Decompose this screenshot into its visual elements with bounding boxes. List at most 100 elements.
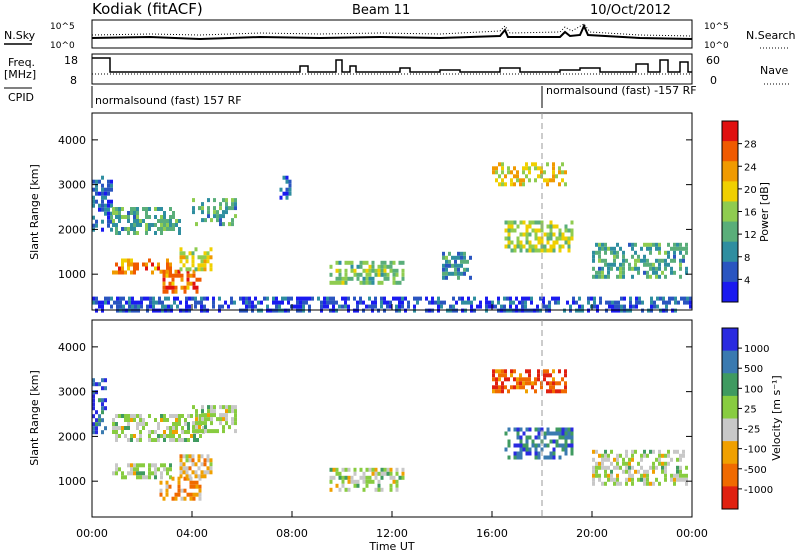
- heatmap-cell: [157, 219, 160, 223]
- colorbar-swatch: [722, 281, 738, 303]
- heatmap-cell: [593, 296, 596, 301]
- heatmap-cell: [365, 475, 369, 480]
- heatmap-cell: [169, 438, 172, 442]
- heatmap-cell: [142, 422, 145, 426]
- heatmap-cell: [163, 211, 166, 215]
- heatmap-cell: [598, 250, 601, 255]
- heatmap-cell: [179, 458, 183, 463]
- heatmap-cell: [188, 308, 191, 313]
- heatmap-cell: [341, 467, 345, 472]
- heatmap-cell: [452, 296, 455, 301]
- heatmap-cell: [154, 207, 157, 211]
- heatmap-cell: [189, 492, 193, 497]
- heatmap-cell: [601, 465, 604, 470]
- heatmap-cell: [335, 483, 339, 488]
- heatmap-cell: [670, 457, 673, 462]
- heatmap-cell: [107, 296, 110, 301]
- heatmap-cell: [225, 417, 228, 422]
- heatmap-cell: [302, 296, 305, 301]
- heatmap-cell: [101, 183, 104, 188]
- heatmap-cell: [187, 426, 190, 430]
- heatmap-cell: [558, 389, 561, 394]
- heatmap-cell: [169, 430, 172, 434]
- heatmap-cell: [288, 183, 292, 188]
- heatmap-cell: [219, 405, 222, 410]
- nave-label: Nave: [760, 64, 788, 77]
- heatmap-cell: [516, 377, 519, 382]
- x-tick-label: 12:00: [376, 527, 408, 540]
- heatmap-cell: [625, 469, 628, 474]
- heatmap-cell: [682, 254, 685, 259]
- heatmap-cell: [595, 465, 598, 470]
- heatmap-cell: [555, 224, 559, 229]
- heatmap-cell: [504, 447, 508, 452]
- heatmap-cell: [163, 215, 166, 219]
- heatmap-cell: [679, 274, 682, 279]
- heatmap-cell: [133, 270, 136, 275]
- heatmap-cell: [655, 274, 658, 279]
- heatmap-cell: [598, 274, 601, 279]
- heatmap-cell: [434, 300, 437, 305]
- heatmap-cell: [598, 258, 601, 263]
- freq-panel: [91, 53, 693, 85]
- heatmap-cell: [629, 304, 632, 309]
- x-tick-label: 04:00: [176, 527, 208, 540]
- heatmap-cell: [503, 304, 506, 309]
- heatmap-cell: [192, 210, 195, 215]
- heatmap-cell: [596, 308, 599, 313]
- heatmap-cell: [389, 487, 393, 492]
- cpid-label: CPID: [8, 91, 34, 104]
- heatmap-cell: [380, 260, 384, 265]
- heatmap-cell: [130, 438, 133, 442]
- heatmap-cell: [242, 296, 245, 301]
- heatmap-cell: [189, 476, 193, 481]
- heatmap-cell: [561, 236, 565, 241]
- heatmap-cell: [525, 248, 529, 253]
- heatmap-cell: [519, 451, 523, 456]
- heatmap-cell: [95, 300, 98, 305]
- heatmap-cell: [142, 262, 145, 267]
- heatmap-cell: [332, 304, 335, 309]
- heatmap-cell: [607, 457, 610, 462]
- heatmap-cell: [416, 300, 419, 305]
- heatmap-cell: [222, 425, 225, 430]
- heatmap-cell: [184, 422, 187, 426]
- heatmap-cell: [643, 258, 646, 263]
- heatmap-cell: [140, 300, 143, 305]
- heatmap-cell: [128, 296, 131, 301]
- heatmap-cell: [174, 269, 178, 274]
- heatmap-cell: [549, 439, 553, 444]
- heatmap-cell: [572, 300, 575, 305]
- colorbar-swatch: [722, 161, 738, 182]
- heatmap-cell: [350, 264, 354, 269]
- heatmap-cell: [595, 461, 598, 466]
- heatmap-cell: [543, 377, 546, 382]
- heatmap-cell: [581, 304, 584, 309]
- heatmap-cell: [607, 270, 610, 275]
- heatmap-cell: [209, 466, 213, 471]
- heatmap-cell: [338, 276, 342, 281]
- heatmap-cell: [460, 271, 463, 276]
- heatmap-cell: [631, 266, 634, 271]
- heatmap-cell: [192, 496, 196, 501]
- heatmap-cell: [216, 218, 219, 223]
- heatmap-cell: [395, 308, 398, 313]
- heatmap-cell: [190, 434, 193, 438]
- heatmap-cell: [646, 246, 649, 251]
- heatmap-cell: [670, 246, 673, 251]
- heatmap-cell: [245, 308, 248, 313]
- heatmap-cell: [392, 260, 396, 265]
- heatmap-cell: [564, 439, 568, 444]
- heatmap-cell: [537, 236, 541, 241]
- heatmap-cell: [509, 300, 512, 305]
- heatmap-cell: [362, 260, 366, 265]
- heatmap-cell: [443, 300, 446, 305]
- heatmap-cell: [595, 242, 598, 247]
- heatmap-cell: [604, 453, 607, 458]
- heatmap-cell: [467, 296, 470, 301]
- heatmap-cell: [180, 285, 184, 290]
- heatmap-cell: [604, 242, 607, 247]
- heatmap-cell: [195, 409, 198, 414]
- heatmap-cell: [191, 255, 195, 260]
- heatmap-cell: [172, 438, 175, 442]
